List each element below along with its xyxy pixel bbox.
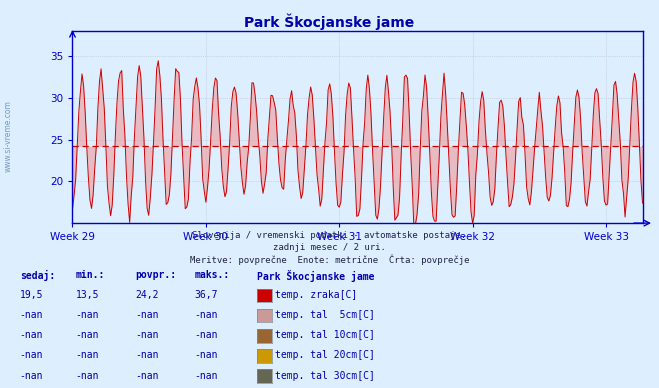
Text: -nan: -nan (76, 310, 100, 320)
Text: -nan: -nan (20, 330, 43, 340)
Text: -nan: -nan (194, 350, 218, 360)
Text: -nan: -nan (20, 371, 43, 381)
Text: maks.:: maks.: (194, 270, 229, 280)
Text: -nan: -nan (76, 350, 100, 360)
Text: -nan: -nan (135, 371, 159, 381)
Text: povpr.:: povpr.: (135, 270, 176, 280)
Text: min.:: min.: (76, 270, 105, 280)
Text: -nan: -nan (135, 330, 159, 340)
Text: -nan: -nan (194, 310, 218, 320)
Text: -nan: -nan (135, 310, 159, 320)
Text: 24,2: 24,2 (135, 290, 159, 300)
Text: temp. tal 10cm[C]: temp. tal 10cm[C] (275, 330, 376, 340)
Text: temp. tal 30cm[C]: temp. tal 30cm[C] (275, 371, 376, 381)
Text: -nan: -nan (20, 310, 43, 320)
Text: Park Škocjanske jame: Park Škocjanske jame (257, 270, 374, 282)
Text: Slovenija / vremenski podatki - avtomatske postaje.: Slovenija / vremenski podatki - avtomats… (192, 231, 467, 240)
Text: -nan: -nan (76, 330, 100, 340)
Text: temp. zraka[C]: temp. zraka[C] (275, 290, 358, 300)
Text: temp. tal 20cm[C]: temp. tal 20cm[C] (275, 350, 376, 360)
Text: -nan: -nan (76, 371, 100, 381)
Text: Park Škocjanske jame: Park Škocjanske jame (244, 14, 415, 30)
Text: -nan: -nan (194, 371, 218, 381)
Text: -nan: -nan (194, 330, 218, 340)
Text: 13,5: 13,5 (76, 290, 100, 300)
Text: Meritve: povprečne  Enote: metrične  Črta: povprečje: Meritve: povprečne Enote: metrične Črta:… (190, 254, 469, 265)
Text: sedaj:: sedaj: (20, 270, 55, 281)
Text: 19,5: 19,5 (20, 290, 43, 300)
Text: zadnji mesec / 2 uri.: zadnji mesec / 2 uri. (273, 242, 386, 251)
Text: temp. tal  5cm[C]: temp. tal 5cm[C] (275, 310, 376, 320)
Text: -nan: -nan (135, 350, 159, 360)
Text: -nan: -nan (20, 350, 43, 360)
Text: 36,7: 36,7 (194, 290, 218, 300)
Text: www.si-vreme.com: www.si-vreme.com (3, 100, 13, 172)
